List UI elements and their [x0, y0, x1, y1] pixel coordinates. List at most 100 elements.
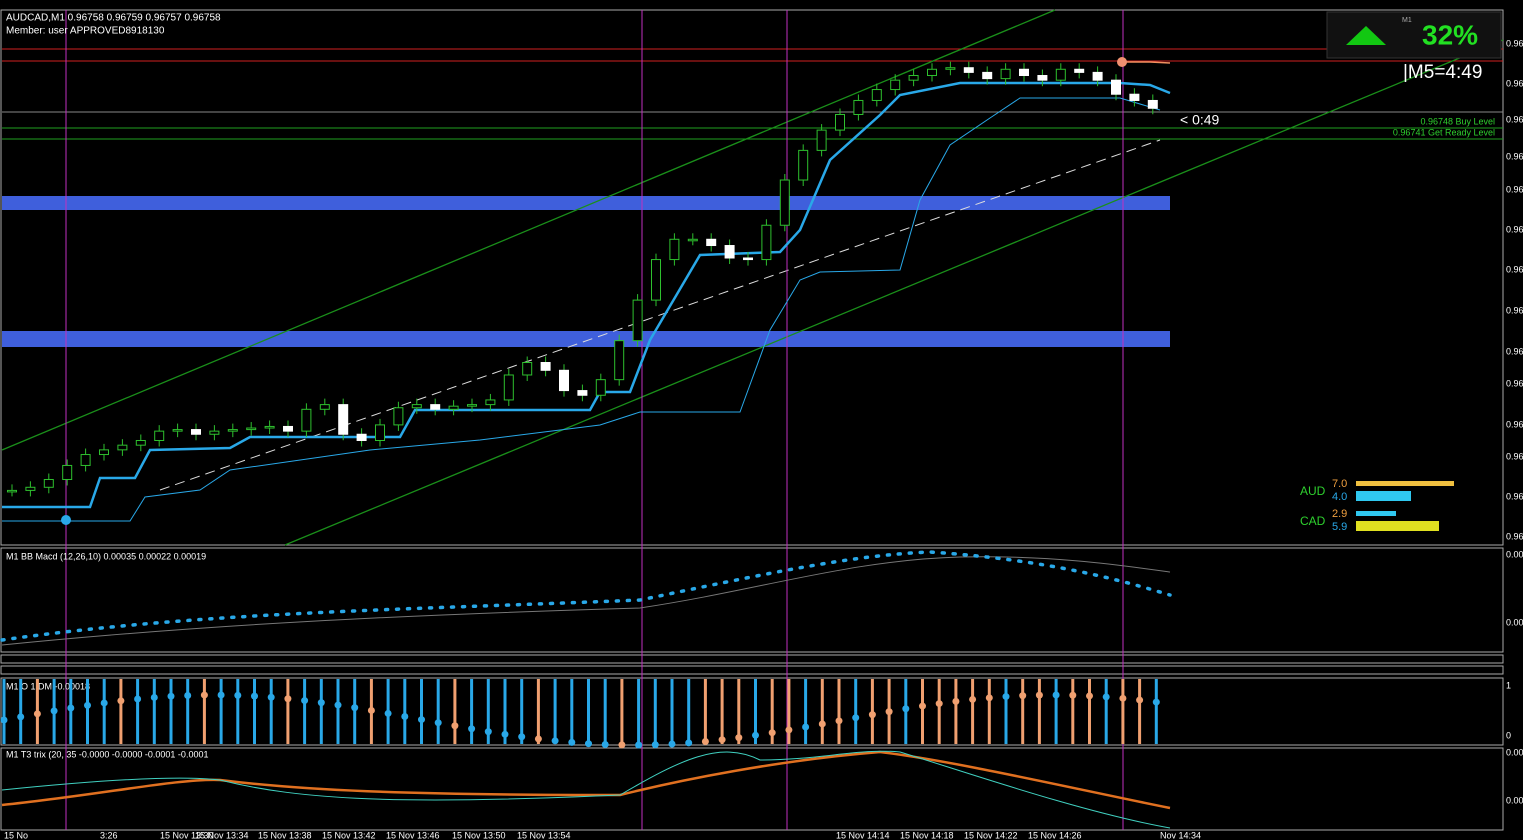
osc-dot [468, 725, 476, 733]
osc-dot [167, 692, 175, 700]
time-label: 15 No [4, 830, 28, 840]
osc-dot [568, 738, 576, 746]
candle-body [577, 390, 588, 396]
candle-body [154, 430, 165, 441]
price-axis-label: 0.96 [1506, 305, 1523, 315]
candle-body [559, 369, 569, 392]
time-label: 15 Nov 13:38 [258, 830, 312, 840]
time-label: 3:26 [100, 830, 118, 840]
candle-body [1037, 75, 1048, 81]
osc-dot [551, 737, 559, 745]
candle-body [1111, 79, 1121, 95]
candle-body [338, 404, 349, 435]
osc-dot [1086, 692, 1093, 700]
osc-dot [384, 709, 392, 717]
macd-axis-label: 0.00 [1506, 617, 1523, 627]
osc-dot [84, 701, 91, 709]
osc-dot [1136, 696, 1144, 704]
price-axis-label: 0.96 [1506, 419, 1523, 429]
ready-label: 0.96741 Get Ready Level [1393, 127, 1495, 137]
osc-dot [17, 713, 25, 721]
candle-body [614, 340, 625, 381]
time-label: 15 Nov 14:18 [900, 830, 954, 840]
osc-dot [818, 720, 826, 728]
osc-dot [117, 697, 125, 705]
osc-dot [735, 734, 743, 742]
candle-body [835, 114, 845, 131]
candle-body [80, 454, 91, 466]
price-axis-label: 0.96 [1506, 378, 1523, 388]
candle-body [927, 68, 937, 77]
osc-dot [852, 714, 860, 722]
osc-dot [200, 691, 208, 699]
osc-dot [768, 729, 776, 737]
time-label: 15 Nov 13:50 [452, 830, 506, 840]
candle-body [1147, 99, 1158, 109]
osc-dot [618, 741, 626, 749]
signal-box [1326, 11, 1502, 59]
osc-dot [718, 736, 726, 744]
symbol-line: AUDCAD,M1 0.96758 0.96759 0.96757 0.9675… [6, 13, 221, 24]
up-arrow [1346, 26, 1386, 45]
candle-body [485, 399, 496, 406]
signal-dot [1117, 57, 1127, 67]
supply-zone [2, 196, 1170, 210]
osc-axis-label: 1 [1506, 680, 1511, 690]
candle-body [99, 449, 109, 456]
candle-body [301, 408, 312, 432]
candle-body [982, 71, 993, 80]
time-label: 15 Nov 13:46 [386, 830, 440, 840]
trix-axis-label: 0.00 [1506, 795, 1523, 805]
countdown: < 0:49 [1180, 112, 1220, 128]
osc-dot [885, 708, 893, 716]
price-axis-label: 0.96 [1506, 491, 1523, 501]
osc-dot [1069, 691, 1077, 699]
candle-body [209, 430, 220, 435]
candle-body [687, 238, 698, 242]
trix-axis-label: 0.00 [1506, 747, 1523, 757]
osc-dot [1119, 694, 1127, 702]
price-axis-label: 0.96 [1506, 151, 1523, 161]
osc-dot [534, 735, 542, 743]
candle-body [963, 67, 974, 73]
price-axis-label: 0.96 [1506, 184, 1523, 194]
trix-panel [0, 747, 1504, 831]
osc-dot [50, 707, 58, 715]
candle-body [25, 486, 36, 491]
main-panel [0, 9, 1504, 546]
osc-dot [501, 730, 509, 738]
time-label: 15 Nov 14:14 [836, 830, 890, 840]
candle-body [1055, 68, 1066, 81]
macd-panel [0, 547, 1504, 653]
candle-body [62, 464, 73, 480]
signal-timeframe: M1 [1402, 17, 1412, 24]
candle-body [319, 404, 330, 410]
osc-dot [234, 691, 242, 699]
candle-body [632, 299, 643, 342]
osc-dot [217, 691, 225, 699]
osc-dot [0, 716, 8, 724]
time-label: 15 Nov 14:26 [1028, 830, 1082, 840]
osc-dot [1019, 692, 1027, 700]
candle-body [1129, 93, 1140, 101]
time-label: 15 Nov 13:54 [517, 830, 571, 840]
osc-dot [802, 723, 810, 731]
price-axis-label: 0.96 [1506, 264, 1523, 274]
osc-dot [1035, 691, 1043, 699]
candle-body [283, 425, 293, 432]
candle-body [706, 238, 717, 247]
candle-body [448, 405, 459, 410]
cad-value: 2.9 [1332, 508, 1347, 520]
candle-body [227, 429, 238, 432]
osc-dot [935, 700, 943, 708]
candle-body [7, 489, 17, 493]
signal-dot [61, 515, 71, 525]
osc-dot [401, 712, 409, 720]
osc-dot [150, 693, 158, 701]
osc-dot [701, 737, 709, 745]
osc-dot [635, 741, 643, 749]
trix-title: M1 T3 trix (20, 35 -0.0000 -0.0000 -0.00… [6, 749, 208, 759]
osc-dot [985, 694, 993, 702]
